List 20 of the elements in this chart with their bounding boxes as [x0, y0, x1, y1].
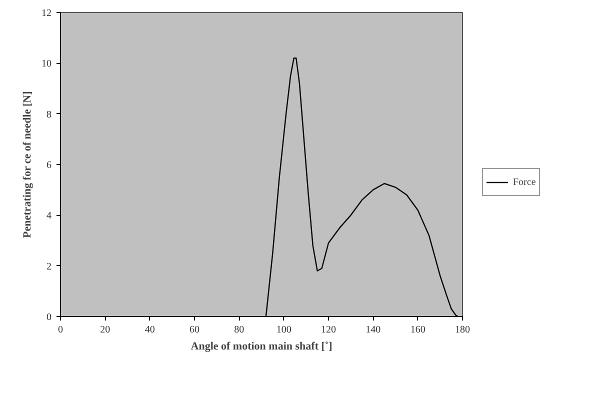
- x-tick-label: 40: [144, 324, 155, 336]
- y-tick-label: 4: [46, 210, 52, 222]
- y-tick-label: 8: [46, 109, 52, 120]
- legend-label: Force: [513, 176, 536, 188]
- x-tick-label: 180: [455, 324, 470, 336]
- x-tick-label: 120: [321, 324, 336, 336]
- y-tick-label: 10: [42, 58, 52, 70]
- x-tick-label: 100: [276, 324, 292, 336]
- y-tick-label: 0: [46, 312, 52, 323]
- y-axis-title: Penetrating for ce of needle [N]: [22, 91, 34, 238]
- y-tick-label: 12: [42, 8, 52, 19]
- x-tick-label: 60: [190, 324, 200, 336]
- y-tick-label: 6: [46, 160, 52, 171]
- x-axis-title: Angle of motion main shaft [˚]: [190, 340, 332, 352]
- x-tick-label: 20: [100, 324, 110, 336]
- x-tick-label: 0: [58, 324, 63, 336]
- y-tick-label: 2: [46, 261, 52, 272]
- x-tick-label: 140: [366, 324, 381, 336]
- x-tick-label: 160: [410, 324, 426, 336]
- x-tick-label: 80: [234, 324, 244, 336]
